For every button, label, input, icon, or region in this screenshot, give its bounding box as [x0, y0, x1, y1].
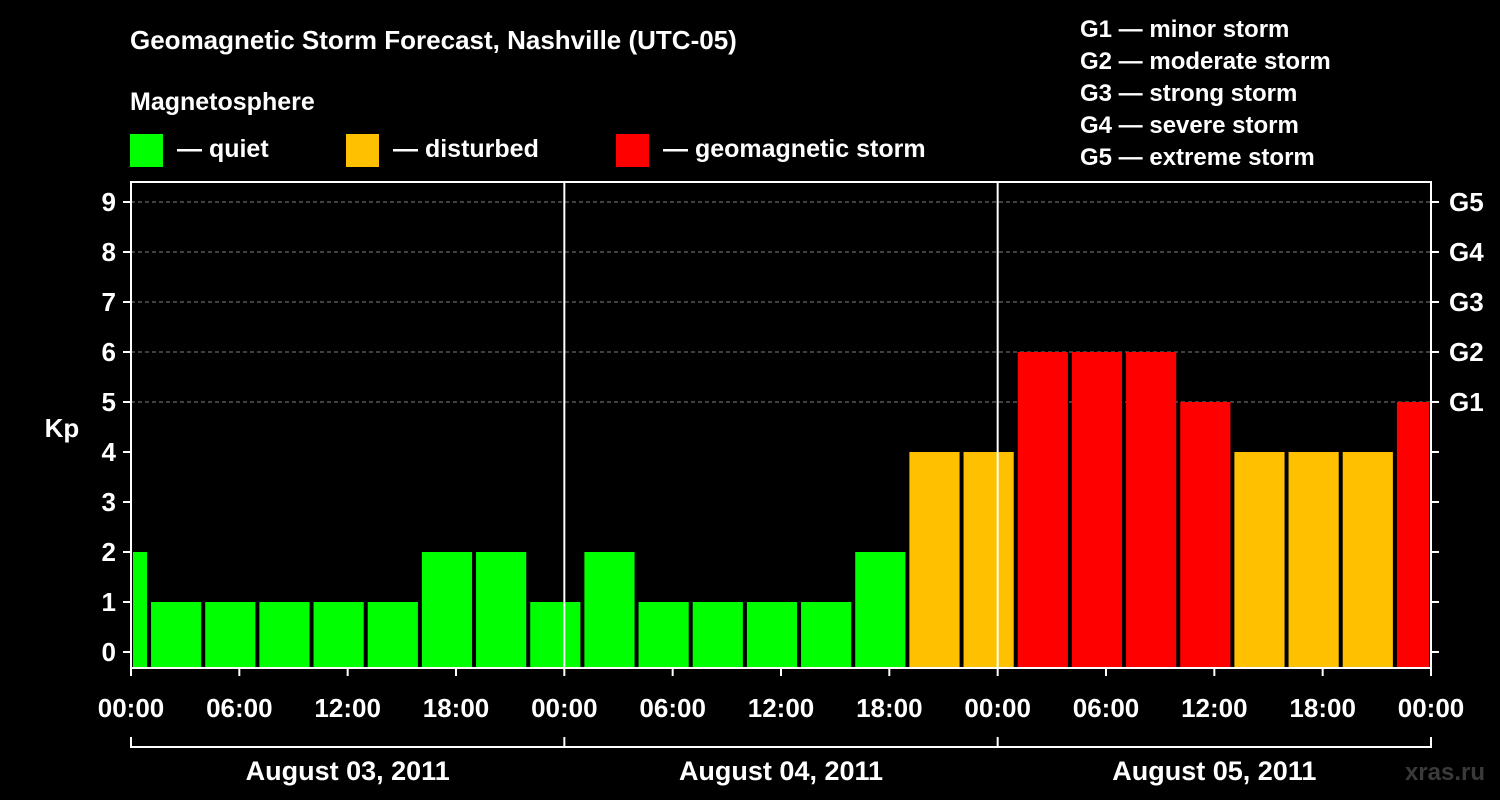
kp-bar [1071, 352, 1123, 668]
kp-bar [963, 452, 1014, 668]
legend-label: — disturbed [393, 135, 539, 163]
right-tick-label: G4 [1449, 237, 1484, 267]
storm-scale-legend: G1 — minor storm G2 — moderate storm G3 — … [1080, 16, 1331, 171]
kp-bar [1017, 352, 1068, 668]
kp-bar [133, 552, 148, 668]
y-axis-label: Kp [45, 413, 80, 443]
y-tick-label: 6 [102, 337, 116, 367]
x-tick-label: 12:00 [748, 693, 815, 723]
x-tick-label: 12:00 [1181, 693, 1248, 723]
x-tick-label: 00:00 [964, 693, 1031, 723]
x-tick-label: 18:00 [423, 693, 490, 723]
kp-bar [421, 552, 473, 668]
legend: — quiet — disturbed — geomagnetic storm [130, 134, 926, 167]
legend-swatch [346, 134, 379, 167]
right-tick-label: G1 [1449, 387, 1484, 417]
y-tick-label: 9 [102, 187, 116, 217]
x-tick-label: 06:00 [639, 693, 706, 723]
kp-bar [259, 602, 310, 668]
chart-title: Geomagnetic Storm Forecast, Nashville (U… [130, 25, 737, 55]
x-tick-label: 00:00 [98, 693, 165, 723]
x-tick-label: 00:00 [1398, 693, 1465, 723]
kp-bar [746, 602, 798, 668]
x-tick-label: 06:00 [206, 693, 273, 723]
kp-bar [638, 602, 689, 668]
day-label: August 05, 2011 [1112, 756, 1316, 786]
y-tick-label: 4 [102, 437, 117, 467]
kp-bar [1180, 402, 1231, 668]
x-tick-label: 18:00 [856, 693, 923, 723]
kp-bar [476, 552, 527, 668]
y-tick-label: 7 [102, 287, 116, 317]
kp-bar [584, 552, 635, 668]
legend-swatch [130, 134, 163, 167]
day-label: August 04, 2011 [679, 756, 883, 786]
right-tick-label: G3 [1449, 287, 1484, 317]
kp-bar [801, 602, 852, 668]
right-tick-label: G5 [1449, 187, 1484, 217]
kp-bar [1126, 352, 1177, 668]
legend-label: — quiet [177, 135, 269, 163]
kp-bar [1288, 452, 1339, 668]
storm-scale-item: G1 — minor storm [1080, 16, 1289, 43]
y-tick-label: 2 [102, 537, 116, 567]
kp-bar [1396, 402, 1429, 668]
kp-bar [367, 602, 418, 668]
x-tick-label: 06:00 [1073, 693, 1140, 723]
plot-area: 0 1 2 3 4 5 6 7 8 9 G1 G2 G3 G4 G5 00:00 06:00 12:00 18:00… [98, 181, 1484, 786]
day-label: August 03, 2011 [246, 756, 450, 786]
y-tick-label: 3 [102, 487, 116, 517]
y-tick-label: 5 [102, 387, 116, 417]
legend-title: Magnetosphere [130, 88, 315, 116]
storm-scale-item: G3 — strong storm [1080, 80, 1297, 107]
kp-bar [205, 602, 256, 668]
kp-bar [692, 602, 743, 668]
y-tick-label: 0 [102, 637, 116, 667]
kp-bar [313, 602, 364, 668]
kp-bar [909, 452, 960, 668]
x-tick-label: 00:00 [531, 693, 598, 723]
storm-scale-item: G2 — moderate storm [1080, 48, 1331, 75]
kp-bar [151, 602, 202, 668]
right-tick-label: G2 [1449, 337, 1484, 367]
watermark: xras.ru [1405, 759, 1485, 786]
storm-scale-item: G4 — severe storm [1080, 112, 1299, 139]
storm-scale-item: G5 — extreme storm [1080, 144, 1315, 171]
legend-swatch [616, 134, 649, 167]
kp-bar [1234, 452, 1285, 668]
x-tick-label: 18:00 [1289, 693, 1356, 723]
y-tick-label: 8 [102, 237, 116, 267]
kp-bar [1342, 452, 1393, 668]
kp-bar [855, 552, 906, 668]
kp-bar [530, 602, 581, 668]
legend-label: — geomagnetic storm [663, 135, 926, 163]
y-tick-label: 1 [102, 587, 116, 617]
x-tick-label: 12:00 [314, 693, 381, 723]
